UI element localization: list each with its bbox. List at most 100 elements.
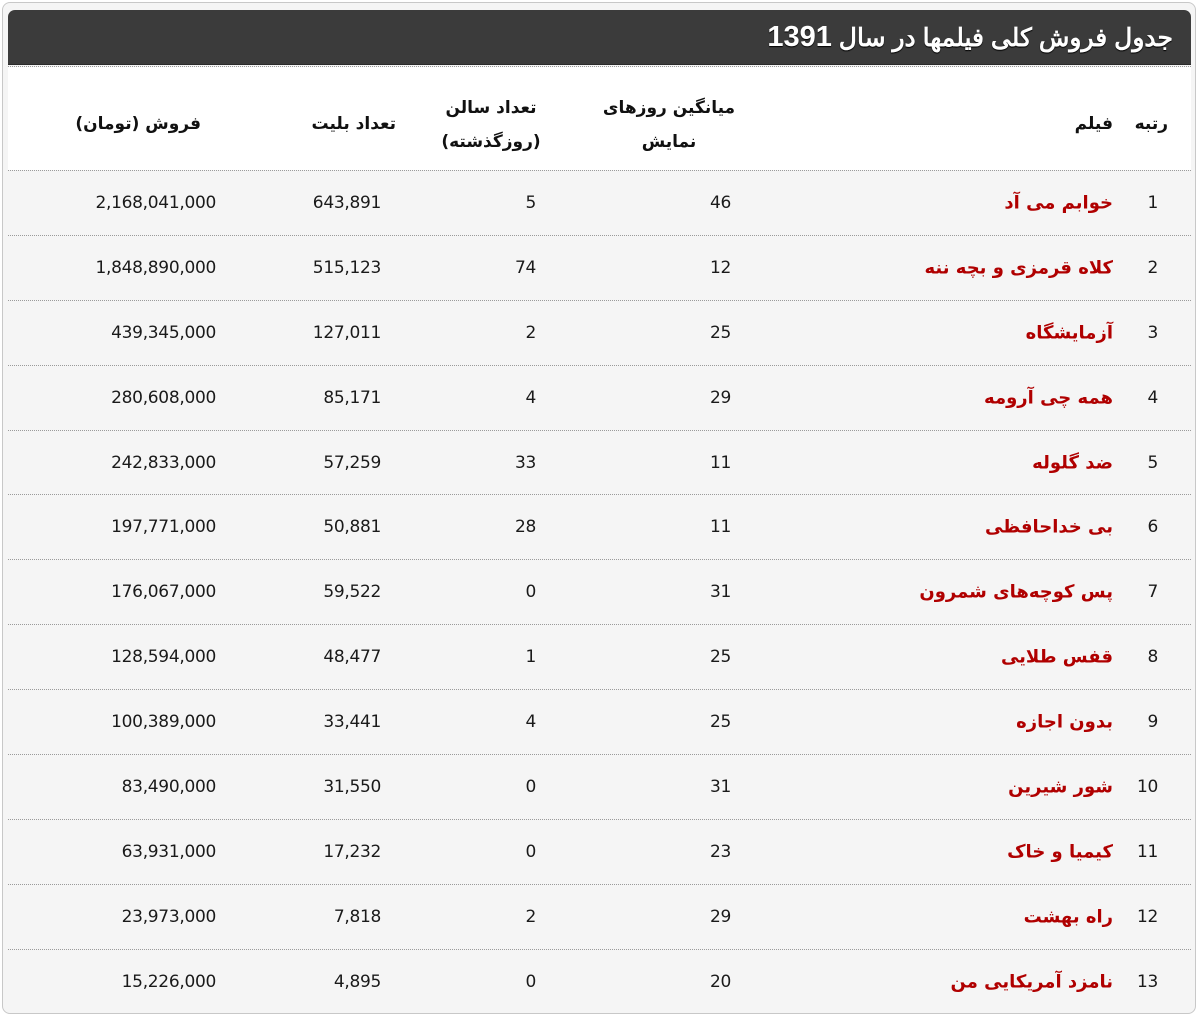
column-header-sales: فروش (تومان) — [75, 114, 201, 134]
avg-days-cell: 29 — [709, 906, 731, 927]
avg-days-cell: 25 — [709, 322, 731, 343]
halls-cell: 2 — [525, 906, 536, 927]
film-link[interactable]: همه چی آرومه — [984, 387, 1113, 409]
table-row: 13 نامزد آمریکایی من 20 0 4,895 15,226,0… — [8, 950, 1191, 1013]
film-link[interactable]: قفس طلایی — [1000, 646, 1113, 668]
film-link[interactable]: خوابم می آد — [1004, 192, 1113, 214]
tickets-cell: 127,011 — [312, 322, 382, 343]
rank-cell: 9 — [1147, 712, 1158, 733]
sales-cell: 128,594,000 — [111, 647, 216, 668]
avg-days-cell: 11 — [709, 452, 731, 473]
table-body: 1 خوابم می آد 46 5 643,891 2,168,041,000… — [8, 171, 1191, 1013]
sales-cell: 1,848,890,000 — [95, 257, 217, 278]
sales-cell: 2,168,041,000 — [95, 192, 217, 213]
table-row: 11 کیمیا و خاک 23 0 17,232 63,931,000 — [8, 820, 1191, 885]
film-link[interactable]: راه بهشت — [1023, 906, 1113, 928]
column-header-avg-screening-days-label: میانگین روزهای نمایش — [602, 98, 736, 152]
tickets-cell: 643,891 — [312, 192, 382, 213]
tickets-cell: 33,441 — [323, 712, 381, 733]
sales-cell: 23,973,000 — [121, 906, 217, 927]
page-title: جدول فروش کلی فیلمها در سال 1391 — [767, 20, 1173, 55]
column-header-tickets: تعداد بلیت — [311, 114, 396, 134]
halls-cell: 0 — [525, 972, 536, 993]
film-link[interactable]: نامزد آمریکایی من — [950, 971, 1113, 993]
sales-cell: 83,490,000 — [121, 776, 217, 797]
film-link[interactable]: کیمیا و خاک — [1007, 841, 1113, 863]
film-link[interactable]: شور شیرین — [1008, 776, 1113, 798]
table-row: 4 همه چی آرومه 29 4 85,171 280,608,000 — [8, 366, 1191, 431]
rank-cell: 5 — [1147, 452, 1158, 473]
table-header: رتبه فیلم میانگین روزهای نمایش تعداد سال… — [8, 67, 1191, 170]
sales-cell: 63,931,000 — [121, 841, 217, 862]
avg-days-cell: 29 — [709, 387, 731, 408]
table-row: 3 آزمایشگاه 25 2 127,011 439,345,000 — [8, 301, 1191, 366]
sales-cell: 197,771,000 — [111, 517, 216, 538]
tickets-cell: 4,895 — [333, 972, 381, 993]
avg-days-cell: 46 — [709, 192, 731, 213]
table-row: 5 ضد گلوله 11 33 57,259 242,833,000 — [8, 431, 1191, 496]
column-header-film: فیلم — [1074, 114, 1113, 134]
header-divider — [8, 170, 1191, 171]
tickets-cell: 515,123 — [312, 257, 382, 278]
halls-cell: 33 — [514, 452, 536, 473]
film-link[interactable]: ضد گلوله — [1032, 452, 1113, 473]
film-link[interactable]: کلاه قرمزی و بچه ننه — [924, 257, 1113, 279]
column-header-avg-screening-days: میانگین روزهای نمایش — [589, 91, 749, 159]
rank-cell: 8 — [1147, 647, 1158, 668]
tickets-cell: 50,881 — [323, 517, 381, 538]
table-row: 9 بدون اجازه 25 4 33,441 100,389,000 — [8, 690, 1191, 756]
halls-cell: 4 — [525, 387, 536, 408]
sales-cell: 176,067,000 — [111, 582, 216, 603]
rank-cell: 7 — [1147, 582, 1158, 603]
column-header-halls: تعداد سالن (روزگذشته) — [421, 91, 561, 159]
column-header-rank: رتبه — [1134, 114, 1168, 134]
tickets-cell: 85,171 — [323, 387, 381, 408]
table-row: 12 راه بهشت 29 2 7,818 23,973,000 — [8, 885, 1191, 950]
avg-days-cell: 11 — [709, 517, 731, 538]
rank-cell: 2 — [1147, 257, 1158, 278]
avg-days-cell: 23 — [709, 841, 731, 862]
halls-cell: 28 — [514, 517, 536, 538]
title-text: جدول فروش کلی فیلمها در سال — [838, 24, 1173, 52]
rank-cell: 4 — [1147, 387, 1158, 408]
avg-days-cell: 20 — [709, 972, 731, 993]
tickets-cell: 57,259 — [323, 452, 381, 473]
table-row: 10 شور شیرین 31 0 31,550 83,490,000 — [8, 755, 1191, 820]
sales-cell: 280,608,000 — [111, 387, 216, 408]
halls-cell: 1 — [525, 647, 536, 668]
rank-cell: 12 — [1136, 906, 1158, 927]
halls-cell: 5 — [525, 192, 536, 213]
tickets-cell: 48,477 — [323, 647, 381, 668]
halls-cell: 0 — [525, 841, 536, 862]
film-link[interactable]: بی خداحافظی — [984, 516, 1113, 538]
halls-cell: 2 — [525, 322, 536, 343]
table-row: 1 خوابم می آد 46 5 643,891 2,168,041,000 — [8, 171, 1191, 236]
halls-cell: 0 — [525, 582, 536, 603]
rank-cell: 3 — [1147, 322, 1158, 343]
sales-cell: 242,833,000 — [111, 452, 216, 473]
sales-cell: 439,345,000 — [111, 322, 216, 343]
title-divider — [8, 66, 1191, 67]
title-bar: جدول فروش کلی فیلمها در سال 1391 — [8, 10, 1191, 65]
column-header-halls-line1: تعداد سالن — [445, 98, 537, 118]
table-row: 6 بی خداحافظی 11 28 50,881 197,771,000 — [8, 495, 1191, 561]
tickets-cell: 7,818 — [333, 906, 381, 927]
film-link[interactable]: بدون اجازه — [1016, 711, 1113, 733]
film-link[interactable]: پس کوچه‌های شمرون — [919, 581, 1113, 603]
sales-cell: 100,389,000 — [111, 712, 216, 733]
avg-days-cell: 31 — [709, 776, 731, 797]
table-row: 2 کلاه قرمزی و بچه ننه 12 74 515,123 1,8… — [8, 236, 1191, 301]
rank-cell: 6 — [1147, 517, 1158, 538]
halls-cell: 0 — [525, 776, 536, 797]
avg-days-cell: 25 — [709, 712, 731, 733]
avg-days-cell: 31 — [709, 582, 731, 603]
rank-cell: 11 — [1136, 841, 1158, 862]
film-link[interactable]: آزمایشگاه — [1025, 322, 1113, 344]
rank-cell: 1 — [1147, 192, 1158, 213]
rank-cell: 10 — [1136, 776, 1158, 797]
sales-cell: 15,226,000 — [121, 972, 217, 993]
title-year: 1391 — [767, 21, 832, 53]
avg-days-cell: 12 — [709, 257, 731, 278]
column-header-halls-line2: (روزگذشته) — [441, 132, 541, 152]
